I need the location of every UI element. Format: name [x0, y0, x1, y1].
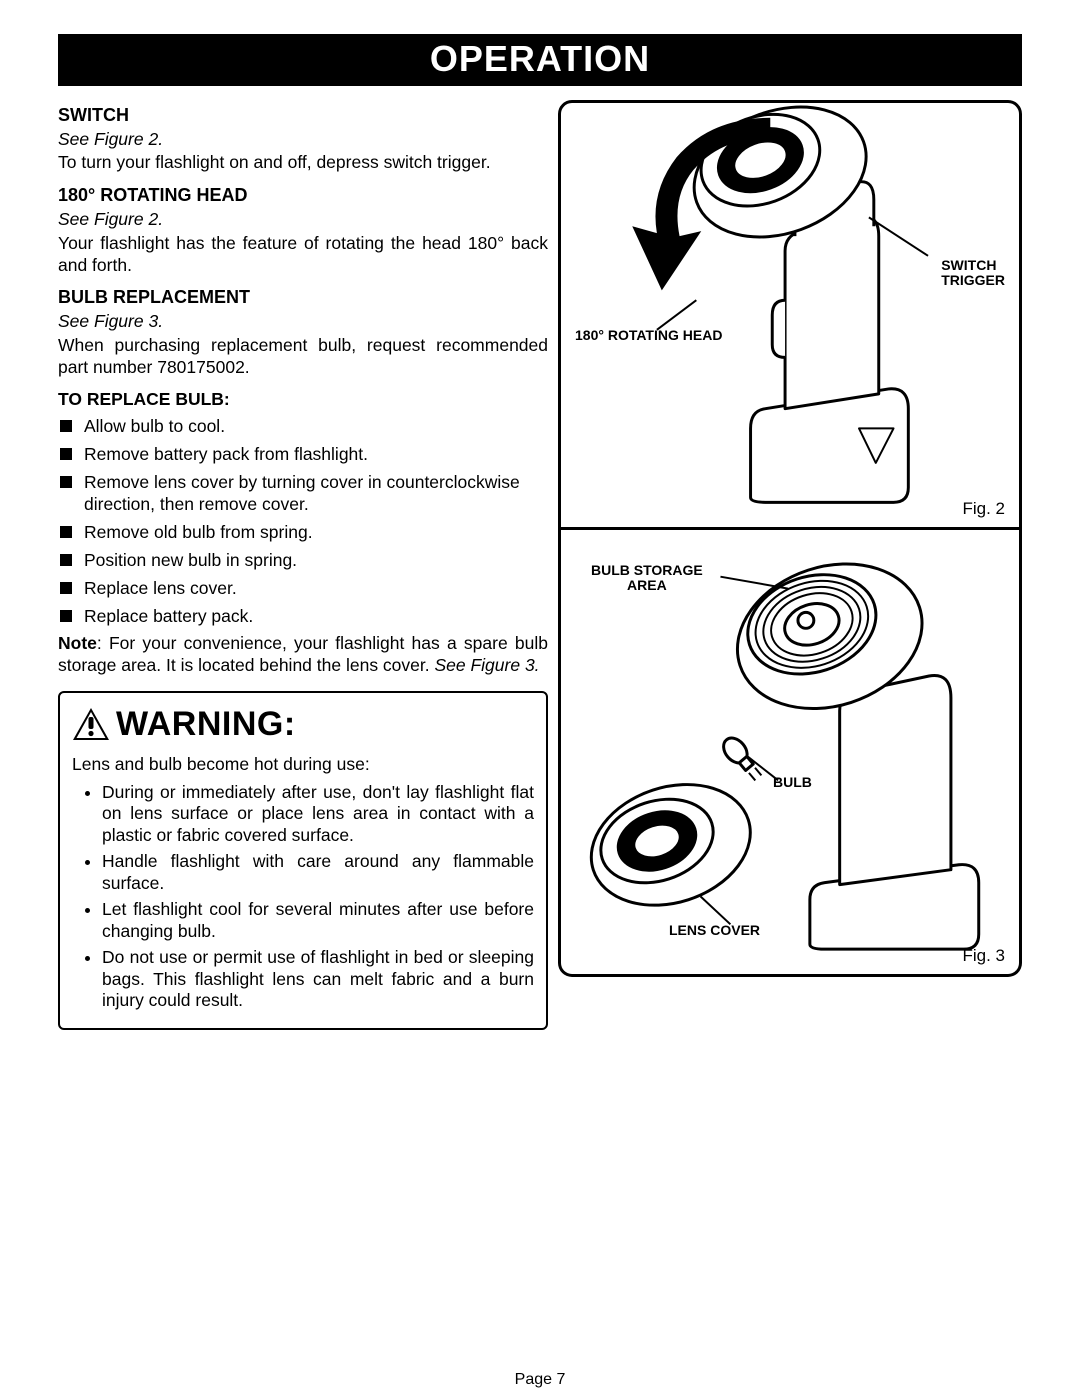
note-see-figure: See Figure 3.: [434, 655, 539, 675]
warning-triangle-icon: [72, 707, 110, 741]
switch-heading: SWITCH: [58, 104, 548, 127]
left-column: SWITCH See Figure 2. To turn your flashl…: [58, 100, 558, 1030]
bulb-heading: BULB REPLACEMENT: [58, 286, 548, 309]
warning-heading: WARNING:: [72, 703, 534, 746]
list-item: Let flashlight cool for several minutes …: [102, 899, 534, 943]
list-item: Replace battery pack.: [58, 606, 548, 628]
rotating-text: Your flashlight has the feature of rotat…: [58, 233, 548, 277]
bulb-see-figure: See Figure 3.: [58, 311, 548, 333]
bulb-label: BULB: [773, 775, 812, 790]
page-number: Page 7: [0, 1371, 1080, 1389]
rotating-heading: 180° ROTATING HEAD: [58, 184, 548, 207]
bulb-note: Note: For your convenience, your flashli…: [58, 633, 548, 677]
list-item: Remove old bulb from spring.: [58, 522, 548, 544]
warning-intro: Lens and bulb become hot during use:: [72, 754, 534, 776]
switch-trigger-label: SWITCH TRIGGER: [941, 258, 1005, 289]
list-item: Replace lens cover.: [58, 578, 548, 600]
rotating-head-label: 180° ROTATING HEAD: [575, 328, 722, 343]
list-item: Position new bulb in spring.: [58, 550, 548, 572]
lens-cover-label: LENS COVER: [669, 923, 760, 938]
list-item: During or immediately after use, don't l…: [102, 782, 534, 848]
right-column: SWITCH TRIGGER 180° ROTATING HEAD Fig. 2: [558, 100, 1022, 1030]
list-item: Remove battery pack from flashlight.: [58, 444, 548, 466]
figure-3: BULB STORAGE AREA BULB LENS COVER Fig. 3: [558, 527, 1022, 977]
figure-2: SWITCH TRIGGER 180° ROTATING HEAD Fig. 2: [558, 100, 1022, 530]
list-item: Allow bulb to cool.: [58, 416, 548, 438]
bulb-text: When purchasing replacement bulb, reques…: [58, 335, 548, 379]
list-item: Do not use or permit use of flashlight i…: [102, 947, 534, 1013]
warning-list: During or immediately after use, don't l…: [72, 782, 534, 1013]
figure-2-caption: Fig. 2: [962, 499, 1005, 519]
warning-heading-text: WARNING:: [116, 703, 296, 746]
note-label: Note: [58, 633, 97, 653]
figure-3-caption: Fig. 3: [962, 946, 1005, 966]
flashlight-fig3-illustration: [561, 527, 1019, 974]
warning-box: WARNING: Lens and bulb become hot during…: [58, 691, 548, 1030]
switch-see-figure: See Figure 2.: [58, 129, 548, 151]
page-title: OPERATION: [58, 34, 1022, 86]
rotating-see-figure: See Figure 2.: [58, 209, 548, 231]
flashlight-fig2-illustration: [561, 103, 1019, 527]
switch-text: To turn your flashlight on and off, depr…: [58, 152, 548, 174]
replace-bulb-subheading: TO REPLACE BULB:: [58, 389, 548, 411]
bulb-storage-label: BULB STORAGE AREA: [591, 563, 703, 594]
list-item: Handle flashlight with care around any f…: [102, 851, 534, 895]
list-item: Remove lens cover by turning cover in co…: [58, 472, 548, 516]
replace-bulb-steps: Allow bulb to cool. Remove battery pack …: [58, 416, 548, 627]
